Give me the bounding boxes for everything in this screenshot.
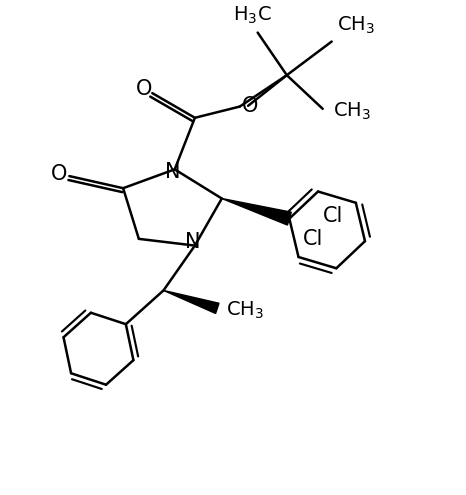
Text: Cl: Cl (322, 206, 343, 226)
Text: O: O (136, 79, 152, 99)
Text: N: N (164, 161, 180, 182)
Text: O: O (241, 96, 258, 116)
Text: O: O (51, 164, 68, 184)
Text: CH$_3$: CH$_3$ (337, 15, 375, 36)
Text: Cl: Cl (303, 229, 323, 249)
Text: H$_3$C: H$_3$C (233, 4, 272, 26)
Text: CH$_3$: CH$_3$ (333, 100, 370, 122)
Polygon shape (164, 291, 219, 313)
Text: N: N (185, 232, 200, 252)
Polygon shape (222, 198, 291, 225)
Text: CH$_3$: CH$_3$ (226, 300, 264, 321)
